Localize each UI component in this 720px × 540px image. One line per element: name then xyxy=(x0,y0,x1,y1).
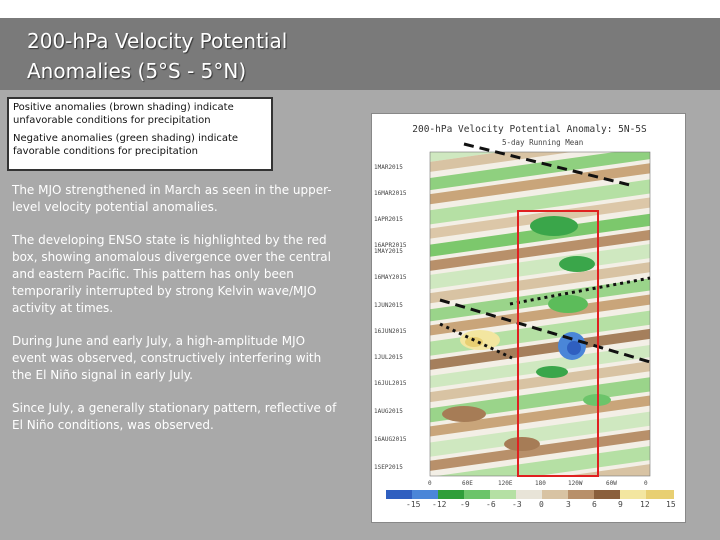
date-label: 1SEP2015 xyxy=(374,464,403,471)
date-label: 1APR2015 xyxy=(374,216,403,223)
colorbar-label: -3 xyxy=(512,500,522,509)
lon-label: 60W xyxy=(606,480,617,487)
lon-label: 120W xyxy=(568,480,583,487)
colorbar-label: 12 xyxy=(640,500,650,509)
paragraph-june-july: During June and early July, a high-ampli… xyxy=(12,334,322,382)
colorbar xyxy=(386,490,674,499)
lon-label: 60E xyxy=(462,480,473,487)
date-label: 1JUL2015 xyxy=(374,354,403,361)
hovmoller-plot xyxy=(386,142,674,499)
colorbar-label: -6 xyxy=(486,500,496,509)
colorbar-label: -15 xyxy=(406,500,421,509)
colorbar-label: -9 xyxy=(460,500,470,509)
body-text: The MJO strengthened in March as seen in… xyxy=(12,182,342,450)
date-label: 16JUL2015 xyxy=(374,380,407,387)
date-label: 16APR2015 xyxy=(374,242,407,249)
mjo-dotted-line xyxy=(509,276,651,306)
date-label: 16JUN2015 xyxy=(374,328,407,335)
legend-negative: Negative anomalies (green shading) indic… xyxy=(13,133,239,157)
shading-legend: Positive anomalies (brown shading) indic… xyxy=(7,97,273,171)
lon-label: 180 xyxy=(535,480,546,487)
anomaly-shading xyxy=(430,152,650,476)
colorbar-label: 3 xyxy=(566,500,571,509)
colorbar-label: 0 xyxy=(539,500,544,509)
paragraph-enso: The developing ENSO state is highlighted… xyxy=(12,233,331,315)
lon-label: 0 xyxy=(428,480,432,487)
date-label: 16AUG2015 xyxy=(374,436,407,443)
paragraph-since-july: Since July, a generally stationary patte… xyxy=(12,401,337,432)
figure-title: 200-hPa Velocity Potential Anomaly: 5N-5… xyxy=(412,124,647,135)
title-band xyxy=(0,18,720,90)
slide-title: 200-hPa Velocity Potential Anomalies (5°… xyxy=(27,29,288,83)
figure-subtitle: 5-day Running Mean xyxy=(502,138,584,147)
date-label: 16MAR2015 xyxy=(374,190,407,197)
date-label: 16MAY2015 xyxy=(374,274,407,281)
date-label: 1MAR2015 xyxy=(374,164,403,171)
mjo-dashed-line-2 xyxy=(439,298,651,364)
hovmoller-figure: 200-hPa Velocity Potential Anomaly: 5N-5… xyxy=(371,113,686,523)
enso-highlight-box xyxy=(517,210,599,477)
lon-label: 0 xyxy=(644,480,648,487)
legend-positive: Positive anomalies (brown shading) indic… xyxy=(13,102,234,126)
colorbar-label: 15 xyxy=(666,500,676,509)
colorbar-label: -12 xyxy=(432,500,447,509)
mjo-dashed-line-1 xyxy=(463,142,635,188)
date-label: 1MAY2015 xyxy=(374,248,403,255)
colorbar-label: 6 xyxy=(592,500,597,509)
top-strip xyxy=(0,0,720,18)
colorbar-label: 9 xyxy=(618,500,623,509)
date-label: 1JUN2015 xyxy=(374,302,403,309)
lon-label: 120E xyxy=(498,480,513,487)
date-label: 1AUG2015 xyxy=(374,408,403,415)
paragraph-mjo-march: The MJO strengthened in March as seen in… xyxy=(12,183,332,214)
